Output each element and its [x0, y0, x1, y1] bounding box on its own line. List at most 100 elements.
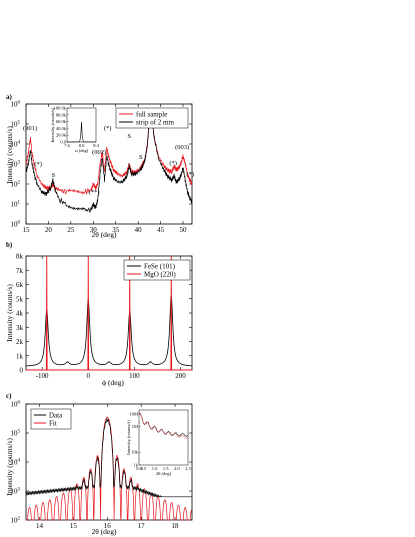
panel-c-inset-series-fit [139, 412, 189, 439]
panel-b-ytick-label: 4k [16, 310, 24, 318]
panel-c-inset-xtick-label: 2.5 [185, 466, 191, 471]
panel-c-inset-ytick-label: 10k [131, 450, 139, 455]
panel-c-series-data [25, 418, 192, 498]
panel-a-inset-ytick-label: 20.0k [56, 133, 67, 138]
panel-a-ytick-label: 100 [11, 221, 21, 229]
panel-c-xtick-label: 14 [36, 522, 44, 530]
panel-a-ytick-label: 104 [11, 141, 21, 149]
panel-a-xtick-label: 50 [180, 226, 188, 234]
panel-b-ylabel: Intensity (counts/s) [5, 284, 14, 342]
panel-a-inset-ytick-label: 100.0k [54, 106, 67, 111]
panel-b-ytick-label: 2k [16, 338, 24, 346]
panel-c-inset-xtick-label: 0.0 [136, 466, 142, 471]
panel-a-inset-ytick-label: 0.0 [60, 140, 66, 145]
panel-c-legend-label: Fit [49, 419, 57, 427]
panel-c-inset-xtick-label: 1.5 [163, 466, 169, 471]
panel-c-inset-frame [138, 409, 189, 466]
panel-a-inset-xtick-label: 7.6 [64, 143, 70, 148]
panel-label-c: c) [6, 392, 12, 400]
panel-a-inset-curve [66, 121, 97, 143]
panel-b-ytick-label: 0 [20, 367, 24, 375]
panel-c-inset-ytick-label: 1k [134, 463, 139, 468]
panel-b-ytick-label: 8k [16, 253, 24, 261]
panel-b-series-fese [26, 295, 192, 367]
panel-a-ylabel: Intensity (counts/s) [5, 126, 14, 184]
panel-a-xlabel: 2θ (deg) [91, 230, 117, 239]
panel-c-ytick-label: 102 [11, 517, 21, 525]
panel-c-inset-xtick-label: 1.0 [152, 466, 158, 471]
panel-a-chart: 15 20 25 30 35 40 45 50 100 101 102 103 104 105 106 (00… [11, 101, 195, 235]
panel-c-xtick-label: 18 [172, 522, 180, 530]
panel-a-legend-label: strip of 2 mm [136, 118, 174, 126]
panel-label-b: b) [6, 241, 13, 249]
panel-c-inset-xtick-label: 0.5 [141, 466, 147, 471]
panel-c-xtick-label: 16 [104, 522, 112, 530]
panel-c-legend [30, 408, 72, 430]
panel-c-inset-xtick-label: 2.0 [174, 466, 180, 471]
panel-a-ytick-label: 105 [11, 121, 21, 129]
panel-b-legend-label: MgO (220) [144, 270, 176, 278]
panel-a-annotation: (002) [92, 149, 106, 156]
panel-b-legend-label: FeSe (101) [144, 262, 176, 270]
panel-a-annotation: (003) [175, 144, 189, 151]
panel-a-annotation: (*) [186, 171, 194, 178]
panel-c-inset-ytick-label: 10M [129, 411, 138, 416]
panel-a-inset-ytick-label: 40.0k [56, 126, 67, 131]
panel-label-a: a) [6, 93, 13, 101]
panel-a-annotation: (*) [169, 160, 177, 167]
panel-c-ytick-label: 105 [11, 430, 21, 438]
panel-c-ytick-label: 106 [11, 401, 21, 409]
panel-b-xlabel: ϕ (deg) [102, 378, 124, 387]
panel-c-xlabel: 2θ (deg) [91, 527, 117, 536]
panel-c-series-fit [26, 416, 193, 521]
panel-b-chart: -100 0 100 200 0 1k 2k 3k 4k 5k 6k 7k 8k FeSe (101)Mg… [16, 253, 193, 380]
panel-c-xtick-label: 15 [70, 522, 78, 530]
panel-b-ytick-label: 7k [16, 267, 24, 275]
panel-c-ytick-label: 104 [11, 459, 21, 467]
panel-a-inset-xtick-label: 8.4 [93, 143, 99, 148]
panel-a-annotation: (001) [23, 125, 37, 132]
panel-a-xtick-label: 30 [90, 226, 98, 234]
panel-b-ytick-label: 1k [16, 352, 24, 360]
panel-c-ylabel: Intensity (counts/s) [5, 438, 14, 496]
panel-a-inset-ytick-label: 80.0k [56, 112, 67, 117]
panel-a-xtick-label: 45 [157, 226, 165, 234]
panel-c-inset-ytick-label: 1M [132, 424, 138, 429]
panel-a-series-black [25, 109, 193, 214]
panel-a-annotation: S [52, 172, 56, 179]
panel-a-inset-ylabel: Intensity (counts/s) [50, 107, 55, 142]
panel-a-ytick-label: 102 [11, 181, 21, 189]
panel-c-xtick-label: 17 [138, 522, 146, 530]
panel-a-annotation: S [139, 154, 143, 161]
panel-a-ytick-label: 106 [11, 101, 21, 109]
panel-a-xtick-label: 35 [112, 226, 120, 234]
panel-a-inset-xlabel: ω (deg) [75, 148, 89, 153]
panel-c-inset-ylabel: Intensity (counts/s) [126, 420, 131, 455]
panel-a-annotation: (*) [104, 125, 112, 132]
panel-a-ytick-label: 101 [11, 201, 21, 209]
panel-a-legend [115, 107, 189, 129]
panel-b-xtick-label: 200 [175, 372, 186, 380]
panel-a-legend-label: full sample [136, 110, 167, 118]
panel-c-ytick-label: 103 [11, 488, 21, 496]
panel-a-inset-xtick-label: 8.0 [79, 143, 85, 148]
panel-b-xtick-label: -100 [36, 372, 49, 380]
panel-b-legend [123, 259, 191, 281]
panel-a-xtick-label: 15 [23, 226, 31, 234]
panel-b-ytick-label: 6k [16, 281, 24, 289]
panel-a-annotation: (*) [34, 161, 42, 168]
panel-c-inset-xlabel: 2θ (deg) [156, 471, 172, 476]
panel-a-xtick-label: 40 [135, 226, 143, 234]
panel-a-xtick-label: 25 [67, 226, 75, 234]
panel-b-xtick-label: 100 [129, 372, 140, 380]
panel-a-ytick-label: 103 [11, 161, 21, 169]
panel-a-inset-ytick-label: 60.0k [56, 119, 67, 124]
panel-a-annotation: S [127, 133, 131, 140]
panel-a-xtick-label: 20 [45, 226, 53, 234]
panel-c-inset-series-data [138, 413, 189, 438]
panel-b-ytick-label: 3k [16, 324, 24, 332]
panel-b-xtick-label: 0 [87, 372, 91, 380]
panel-c-legend-label: Data [49, 411, 63, 419]
